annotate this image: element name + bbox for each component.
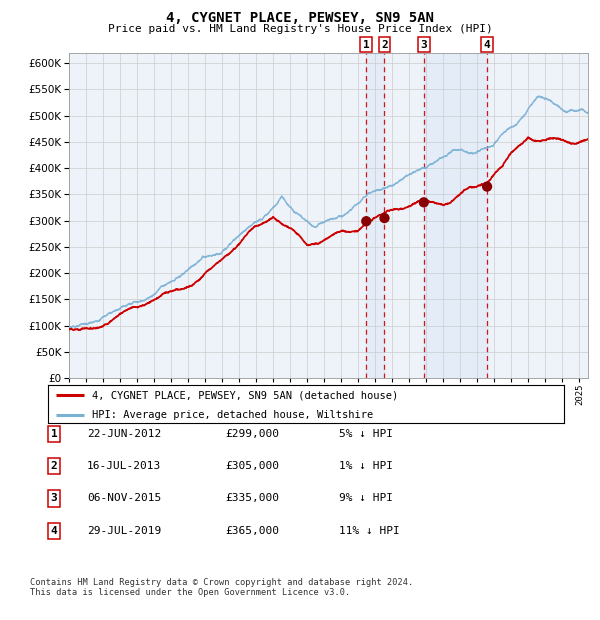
Text: 4: 4 — [50, 526, 58, 536]
Text: 11% ↓ HPI: 11% ↓ HPI — [339, 526, 400, 536]
Bar — [366, 53, 385, 378]
Text: 2: 2 — [50, 461, 58, 471]
Text: 3: 3 — [50, 494, 58, 503]
Point — [482, 182, 492, 192]
Text: 9% ↓ HPI: 9% ↓ HPI — [339, 494, 393, 503]
Text: 06-NOV-2015: 06-NOV-2015 — [87, 494, 161, 503]
Text: 5% ↓ HPI: 5% ↓ HPI — [339, 429, 393, 439]
Bar — [424, 53, 487, 378]
Text: Contains HM Land Registry data © Crown copyright and database right 2024.
This d: Contains HM Land Registry data © Crown c… — [30, 578, 413, 597]
Point — [380, 213, 389, 223]
Text: 4, CYGNET PLACE, PEWSEY, SN9 5AN: 4, CYGNET PLACE, PEWSEY, SN9 5AN — [166, 11, 434, 25]
Text: Price paid vs. HM Land Registry's House Price Index (HPI): Price paid vs. HM Land Registry's House … — [107, 24, 493, 33]
Text: £335,000: £335,000 — [225, 494, 279, 503]
Text: 1: 1 — [50, 429, 58, 439]
Text: HPI: Average price, detached house, Wiltshire: HPI: Average price, detached house, Wilt… — [92, 410, 373, 420]
Text: 4: 4 — [484, 40, 490, 50]
Text: 1: 1 — [363, 40, 370, 50]
Text: £305,000: £305,000 — [225, 461, 279, 471]
Text: 1% ↓ HPI: 1% ↓ HPI — [339, 461, 393, 471]
Text: 16-JUL-2013: 16-JUL-2013 — [87, 461, 161, 471]
Text: 4, CYGNET PLACE, PEWSEY, SN9 5AN (detached house): 4, CYGNET PLACE, PEWSEY, SN9 5AN (detach… — [92, 391, 398, 401]
Text: £299,000: £299,000 — [225, 429, 279, 439]
Text: 2: 2 — [381, 40, 388, 50]
Text: 22-JUN-2012: 22-JUN-2012 — [87, 429, 161, 439]
Text: 3: 3 — [421, 40, 427, 50]
Text: £365,000: £365,000 — [225, 526, 279, 536]
Point — [361, 216, 371, 226]
Point — [419, 197, 428, 207]
Text: 29-JUL-2019: 29-JUL-2019 — [87, 526, 161, 536]
